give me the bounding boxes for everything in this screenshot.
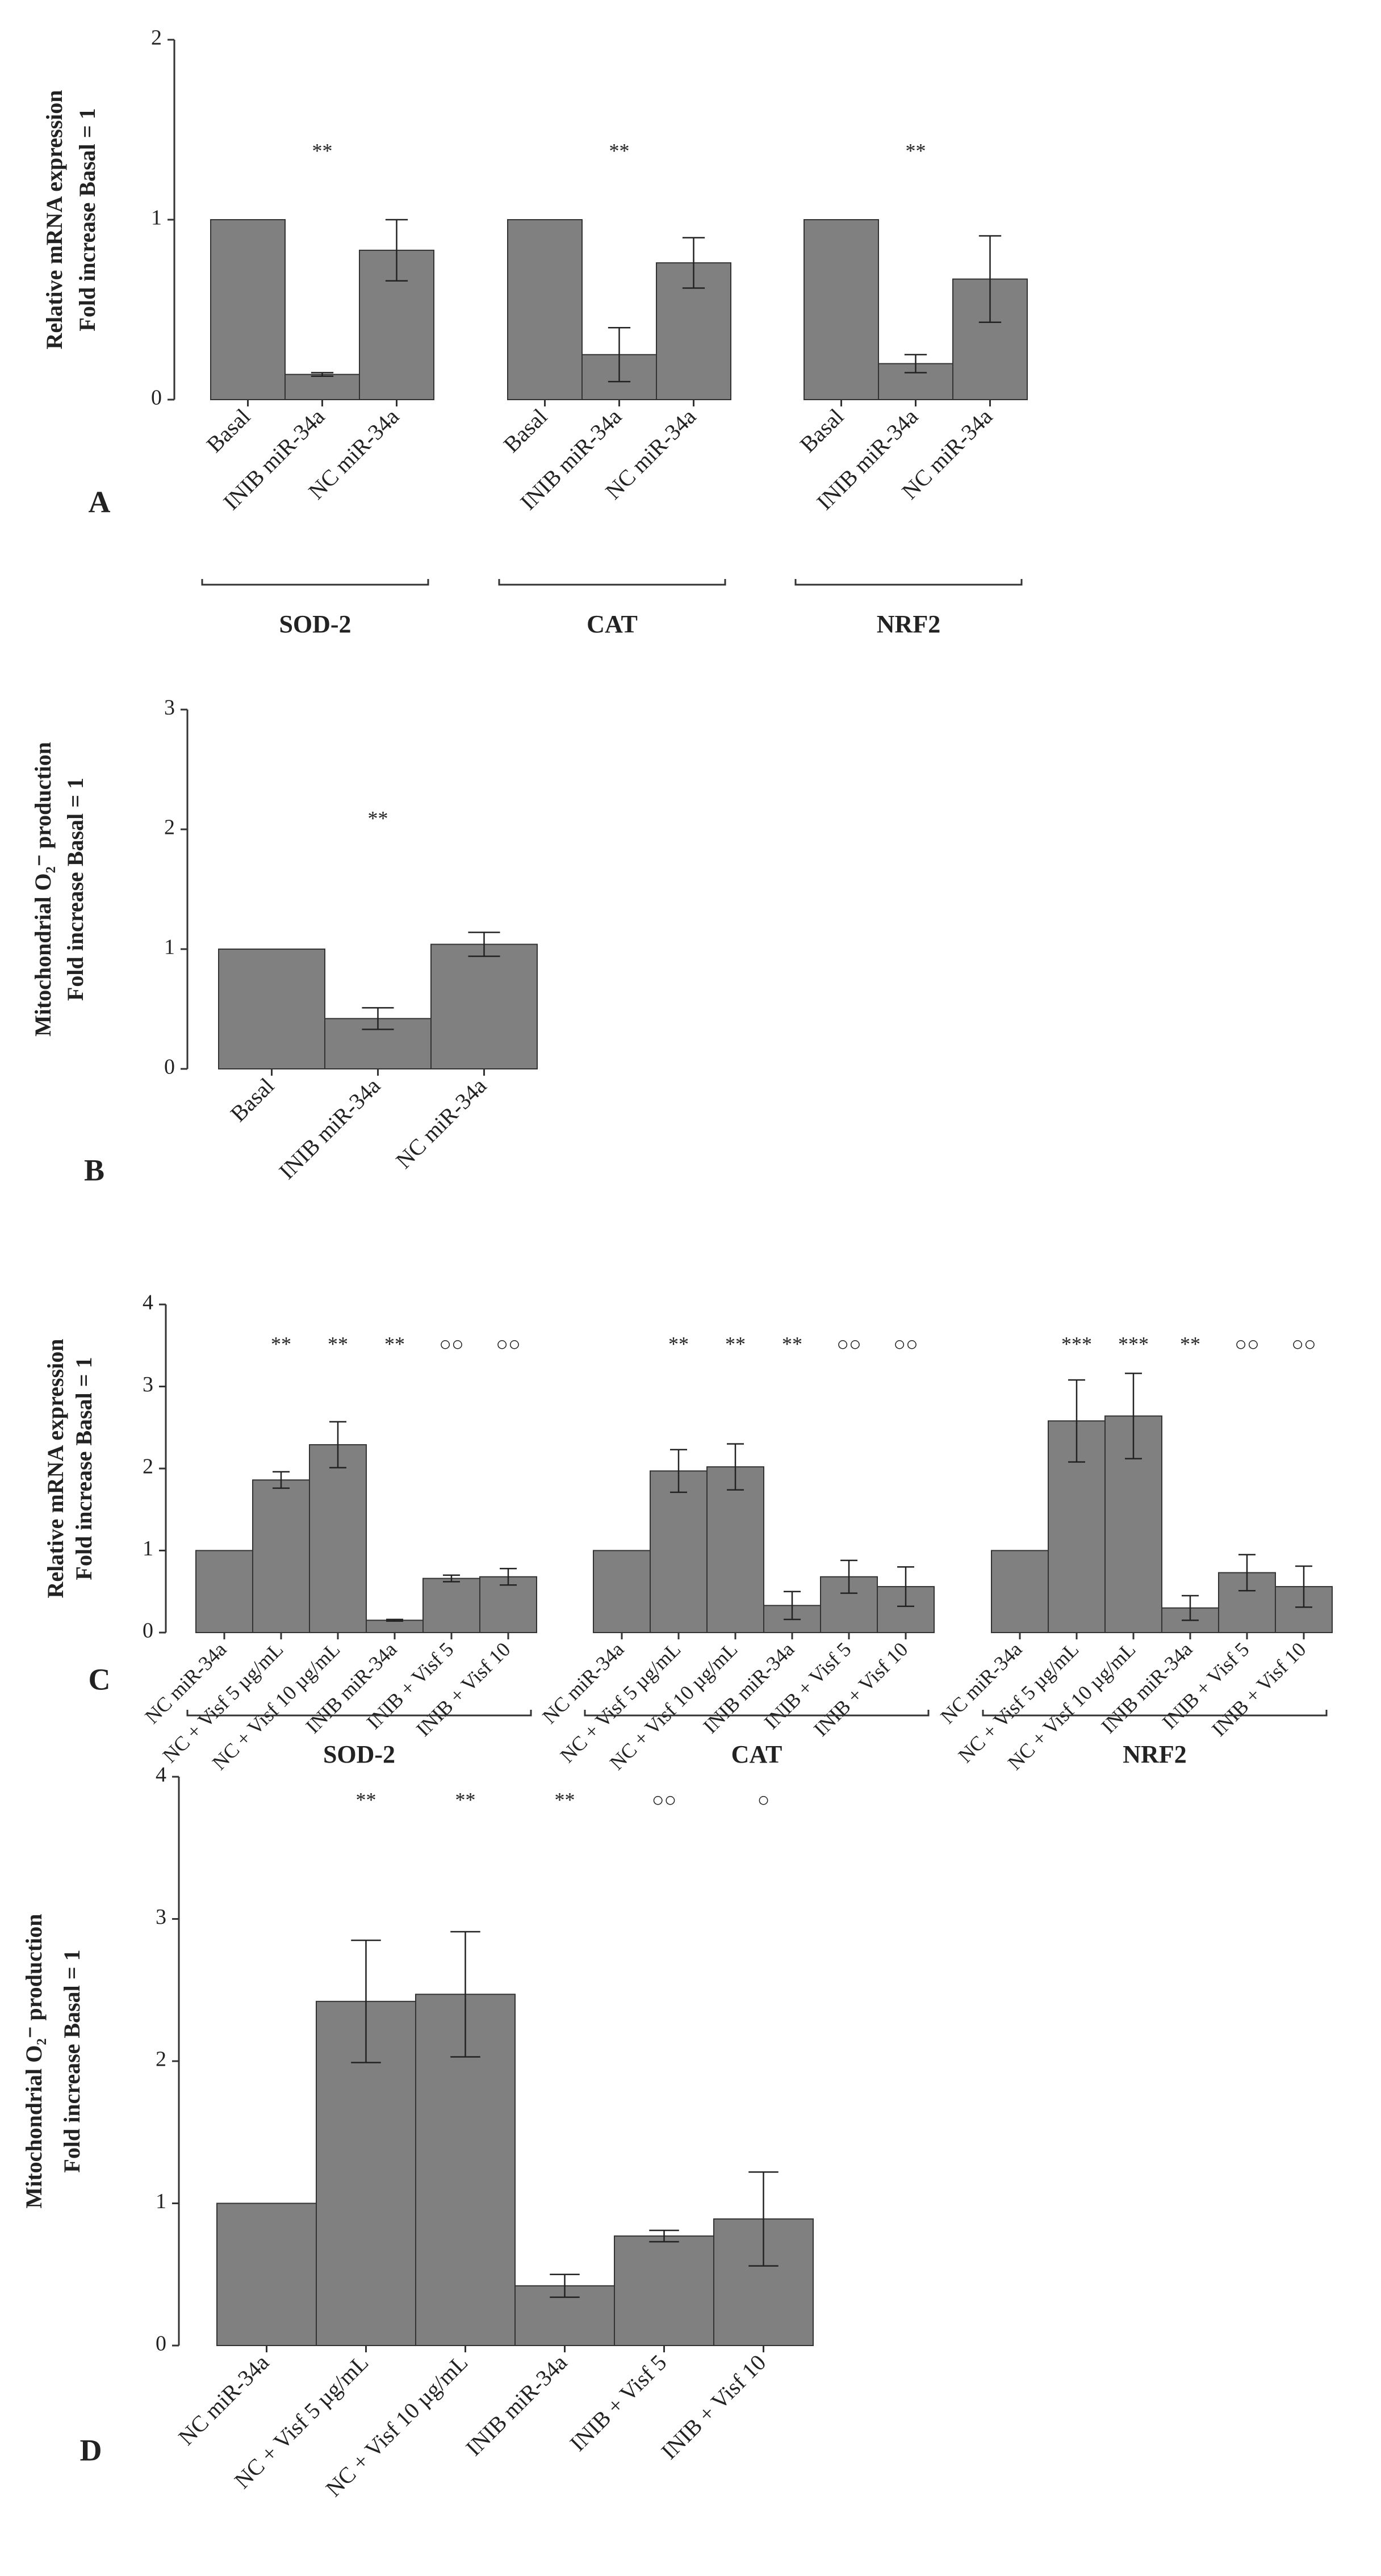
significance-mark: ○ — [758, 1788, 770, 1811]
y-axis-label: Relative mRNA expression — [43, 1339, 68, 1599]
significance-mark: ** — [1180, 1332, 1200, 1355]
bar — [479, 1576, 537, 1633]
bar — [991, 1550, 1049, 1633]
bar — [366, 1620, 424, 1633]
significance-mark: ** — [384, 1332, 405, 1355]
y-tick-label: 2 — [156, 2048, 166, 2071]
y-tick-label: 0 — [156, 2332, 166, 2356]
y-tick-label: 2 — [143, 1455, 153, 1479]
significance-mark: ** — [368, 807, 388, 829]
x-tick-label: Basal — [202, 404, 256, 458]
y-tick-label: 3 — [164, 696, 175, 720]
group-label: SOD-2 — [323, 1740, 395, 1768]
bar — [507, 219, 583, 400]
significance-mark: ** — [312, 139, 333, 162]
significance-mark: ○○ — [439, 1332, 464, 1355]
significance-mark: ○○ — [652, 1788, 677, 1811]
group-label: NRF2 — [1123, 1740, 1186, 1768]
bar — [650, 1470, 708, 1633]
x-tick-label: INIB + Visf 5 — [565, 2350, 672, 2456]
bar — [284, 374, 360, 400]
y-tick-label: 0 — [164, 1055, 175, 1079]
group-bracket — [201, 579, 429, 586]
y-tick-label: 3 — [156, 1905, 166, 1929]
significance-mark: ** — [455, 1788, 476, 1811]
y-tick-label: 2 — [164, 816, 175, 840]
x-tick-label: Basal — [499, 404, 553, 458]
y-axis-label: Mitochondrial O₂⁻ production — [30, 742, 56, 1037]
significance-mark: ○○ — [1234, 1332, 1259, 1355]
y-tick-label: 1 — [143, 1537, 153, 1560]
panel-letter: D — [80, 2433, 102, 2467]
bar — [614, 2235, 714, 2346]
significance-mark: ** — [725, 1332, 746, 1355]
significance-mark: ○○ — [836, 1332, 861, 1355]
group-bracket — [186, 1710, 532, 1717]
bar — [706, 1466, 764, 1634]
bar — [309, 1444, 367, 1633]
bar — [422, 1578, 480, 1633]
x-tick-label: INIB miR-34a — [274, 1073, 385, 1184]
x-tick-label: Basal — [225, 1073, 279, 1127]
y-tick-label: 1 — [156, 2189, 166, 2213]
group-label: CAT — [587, 610, 638, 638]
y-axis-label: Fold increase Basal = 1 — [74, 108, 100, 331]
significance-mark: ** — [271, 1332, 291, 1355]
bar — [804, 219, 879, 400]
significance-mark: ** — [782, 1332, 802, 1355]
y-axis-label: Fold increase Basal = 1 — [59, 1949, 85, 2172]
x-tick-label: INIB + Visf 10 — [656, 2350, 771, 2464]
group-bracket — [794, 579, 1023, 586]
y-tick-label: 4 — [143, 1291, 153, 1315]
group-bracket — [498, 579, 726, 586]
significance-mark: ** — [609, 139, 630, 162]
x-tick-label: INIB miR-34a — [461, 2350, 572, 2461]
y-axis-label: Fold increase Basal = 1 — [62, 778, 88, 1001]
significance-mark: ○○ — [893, 1332, 918, 1355]
group-bracket — [982, 1710, 1328, 1717]
group-bracket — [584, 1710, 930, 1717]
y-tick-label: 1 — [164, 935, 175, 959]
significance-mark: ** — [356, 1788, 376, 1811]
group-label: CAT — [731, 1740, 782, 1768]
panel-letter: B — [84, 1153, 104, 1187]
panel-letter: C — [89, 1662, 111, 1696]
x-tick-label: NC miR-34a — [391, 1073, 491, 1173]
y-axis-label: Fold increase Basal = 1 — [71, 1357, 97, 1580]
panel-letter: A — [89, 485, 111, 519]
bar — [195, 1550, 253, 1633]
significance-mark: ○○ — [1291, 1332, 1316, 1355]
bar — [216, 2202, 317, 2346]
y-tick-label: 0 — [143, 1619, 153, 1643]
significance-mark: ** — [328, 1332, 348, 1355]
bar — [593, 1550, 651, 1633]
y-tick-label: 3 — [143, 1373, 153, 1396]
significance-mark: *** — [1118, 1332, 1149, 1355]
bar — [218, 949, 325, 1069]
y-tick-label: 4 — [156, 1763, 166, 1787]
x-tick-label: Basal — [795, 404, 849, 458]
significance-mark: ** — [906, 139, 926, 162]
significance-mark: ** — [555, 1788, 575, 1811]
bar — [252, 1479, 310, 1633]
y-tick-label: 1 — [151, 206, 162, 230]
bar — [430, 943, 538, 1070]
group-label: SOD-2 — [279, 610, 351, 638]
x-tick-label: NC miR-34a — [173, 2350, 274, 2450]
y-axis-label: Relative mRNA expression — [41, 90, 67, 350]
y-tick-label: 2 — [151, 26, 162, 50]
significance-mark: ** — [668, 1332, 689, 1355]
bar — [210, 219, 286, 400]
significance-mark: ○○ — [496, 1332, 521, 1355]
group-label: NRF2 — [877, 610, 940, 638]
y-tick-label: 0 — [151, 386, 162, 410]
y-axis-label: Mitochondrial O₂⁻ production — [21, 1914, 47, 2208]
significance-mark: *** — [1061, 1332, 1092, 1355]
